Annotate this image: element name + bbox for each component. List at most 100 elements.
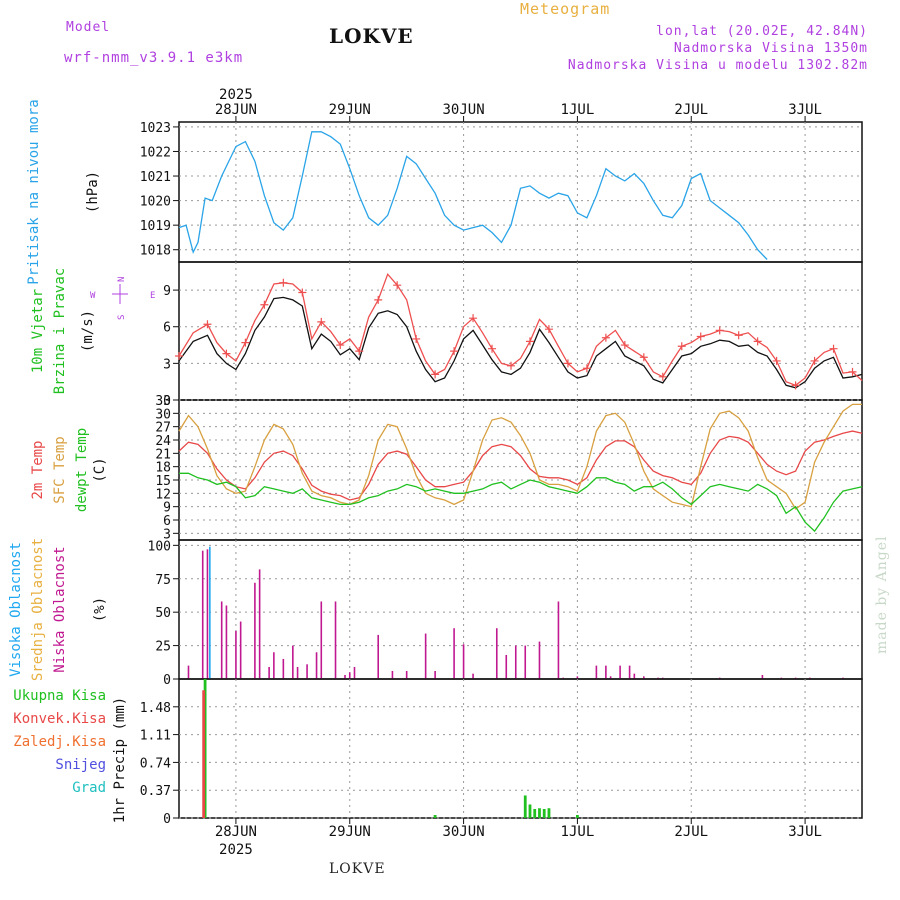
y-tick-label: 3 <box>163 357 171 372</box>
x-day-label-bottom: 1JUL <box>561 824 595 840</box>
bar-niska-oblacnost <box>619 665 621 679</box>
bar-ukupna-kisa <box>547 808 551 818</box>
y-tick-label: 1.48 <box>140 701 171 716</box>
gust-marker <box>544 325 553 334</box>
bar-niska-oblacnost <box>296 666 299 679</box>
series-line-sfc-temp <box>178 403 862 510</box>
bar-niska-oblacnost <box>306 664 308 679</box>
gust-marker <box>336 341 345 350</box>
gust-marker <box>658 372 667 381</box>
panel-frame-temp <box>178 399 863 541</box>
panel-ylabel: Visoka Oblacnost <box>8 542 24 677</box>
coordinates: lon,lat (20.02E, 42.84N) <box>656 24 868 39</box>
gust-marker <box>298 288 307 297</box>
bar-niska-oblacnost <box>761 674 764 679</box>
y-tick-label: 24 <box>155 434 171 449</box>
bar-niska-oblacnost <box>201 550 204 679</box>
y-tick-label: 0 <box>163 394 171 409</box>
y-tick-label: 0 <box>163 673 171 688</box>
gust-marker <box>374 295 383 304</box>
model-label: Model <box>66 20 111 35</box>
bar-niska-oblacnost <box>472 673 474 679</box>
bar-niska-oblacnost <box>424 633 427 679</box>
bar-niska-oblacnost <box>633 673 636 679</box>
year-label-bottom: 2025 <box>219 842 253 858</box>
bar-niska-oblacnost <box>258 569 261 679</box>
y-tick-label: 27 <box>155 421 171 436</box>
bar-niska-oblacnost <box>220 601 223 679</box>
panel-ylabel: 10m Vjetar <box>30 289 46 373</box>
bar-ukupna-kisa <box>542 808 546 818</box>
model-elevation: Nadmorska Visina u modelu 1302.82m <box>567 58 868 73</box>
y-tick-label: 9 <box>163 284 171 299</box>
gust-marker <box>563 359 572 368</box>
bar-niska-oblacnost <box>225 605 228 679</box>
bar-niska-oblacnost <box>268 666 270 679</box>
x-day-label-top: 29JUN <box>329 102 371 118</box>
y-tick-label: 6 <box>163 514 171 529</box>
y-tick-label: 30 <box>155 407 171 422</box>
gust-marker <box>848 367 857 376</box>
bar-niska-oblacnost <box>348 672 351 679</box>
bar-niska-oblacnost <box>206 549 209 679</box>
gust-marker <box>791 381 800 390</box>
gust-marker <box>175 352 183 361</box>
y-tick-label: 1022 <box>140 145 171 160</box>
bar-niska-oblacnost <box>434 670 436 679</box>
bar-niska-oblacnost <box>538 641 541 679</box>
bar-konvek-kisa <box>202 690 206 818</box>
y-tick-label: 1019 <box>140 219 171 234</box>
bar-niska-oblacnost <box>391 670 394 679</box>
bar-niska-oblacnost <box>462 644 465 679</box>
gust-marker <box>639 353 648 362</box>
precip-legend-label: Konvek.Kisa <box>13 711 106 727</box>
y-tick-label: 18 <box>155 461 171 476</box>
bar-niska-oblacnost <box>495 628 498 679</box>
bar-niska-oblacnost <box>320 601 323 679</box>
bar-niska-oblacnost <box>557 601 560 679</box>
bar-niska-oblacnost <box>292 645 294 679</box>
y-tick-label: 12 <box>155 487 171 502</box>
bar-niska-oblacnost <box>353 666 356 679</box>
gust-marker <box>450 347 459 356</box>
compass-e: E <box>150 291 155 301</box>
bar-niska-oblacnost <box>334 601 337 679</box>
panel-frame-pressure <box>178 121 863 263</box>
x-day-label-bottom: 28JUN <box>215 824 257 840</box>
footer-location: LOKVE <box>329 861 386 877</box>
bar-niska-oblacnost <box>315 652 318 679</box>
year-label-top: 2025 <box>219 87 253 103</box>
bar-niska-oblacnost <box>405 670 408 679</box>
bar-niska-oblacnost <box>187 665 190 679</box>
bar-niska-oblacnost <box>514 645 517 679</box>
gust-marker <box>734 331 743 340</box>
bar-niska-oblacnost <box>282 658 285 679</box>
panel-unit: (m/s) <box>80 310 96 352</box>
gust-marker <box>829 344 838 353</box>
gust-marker <box>715 326 724 335</box>
y-tick-label: 100 <box>148 539 171 554</box>
y-tick-label: 0.37 <box>140 784 171 799</box>
y-tick-label: 25 <box>155 640 171 655</box>
precip-legend-label: Ukupna Kisa <box>13 688 106 704</box>
gust-marker <box>412 334 421 343</box>
bar-niska-oblacnost <box>628 665 631 679</box>
compass-cross <box>112 284 128 304</box>
bar-niska-oblacnost <box>254 582 256 679</box>
bar-ukupna-kisa <box>533 808 537 818</box>
gust-marker <box>260 300 269 309</box>
y-tick-label: 1.11 <box>140 729 171 744</box>
x-day-label-top: 2JUL <box>674 102 708 118</box>
gust-marker <box>431 370 440 379</box>
y-tick-label: 1018 <box>140 244 171 259</box>
bar-niska-oblacnost <box>595 665 598 679</box>
bar-ukupna-kisa <box>576 814 579 818</box>
gust-marker <box>810 356 819 365</box>
page-title: LOKVE <box>329 24 414 48</box>
bar-niska-oblacnost <box>235 630 237 679</box>
bar-visoka-oblacnost <box>209 546 211 679</box>
precip-legend-label: Zaledj.Kisa <box>13 734 106 750</box>
panel-unit: 1hr Precip (mm) <box>112 697 128 823</box>
elevation: Nadmorska Visina 1350m <box>673 41 868 56</box>
